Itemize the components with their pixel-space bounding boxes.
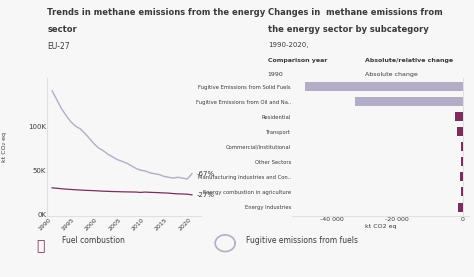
Text: Fuel combustion: Fuel combustion [62, 237, 125, 245]
Text: sector: sector [47, 25, 77, 34]
Bar [355, 97, 463, 106]
Text: -27%: -27% [197, 192, 215, 198]
Text: Comparison year: Comparison year [268, 58, 327, 63]
Text: Changes in  methane emissions from: Changes in methane emissions from [268, 8, 443, 17]
Text: -67%: -67% [197, 171, 215, 177]
Text: the energy sector by subcategory: the energy sector by subcategory [268, 25, 428, 34]
Text: 🔥: 🔥 [36, 240, 45, 253]
Bar [461, 157, 463, 166]
Bar [457, 127, 463, 136]
Bar [305, 82, 463, 91]
Bar [460, 172, 463, 181]
Text: 1990-2020,: 1990-2020, [268, 42, 308, 48]
Bar [461, 142, 463, 151]
Text: Fugitive emissions from fuels: Fugitive emissions from fuels [246, 237, 358, 245]
Text: EU-27: EU-27 [47, 42, 70, 50]
Text: Trends in methane emissions from the energy: Trends in methane emissions from the ene… [47, 8, 265, 17]
Text: kt CO₂ eq: kt CO₂ eq [2, 132, 7, 162]
X-axis label: kt CO2 eq: kt CO2 eq [365, 224, 397, 229]
Bar [456, 112, 463, 121]
Text: 1990: 1990 [268, 72, 283, 77]
Bar [458, 202, 463, 212]
Text: Absolute/relative change: Absolute/relative change [365, 58, 453, 63]
Bar [461, 188, 463, 196]
Text: Absolute change: Absolute change [365, 72, 418, 77]
